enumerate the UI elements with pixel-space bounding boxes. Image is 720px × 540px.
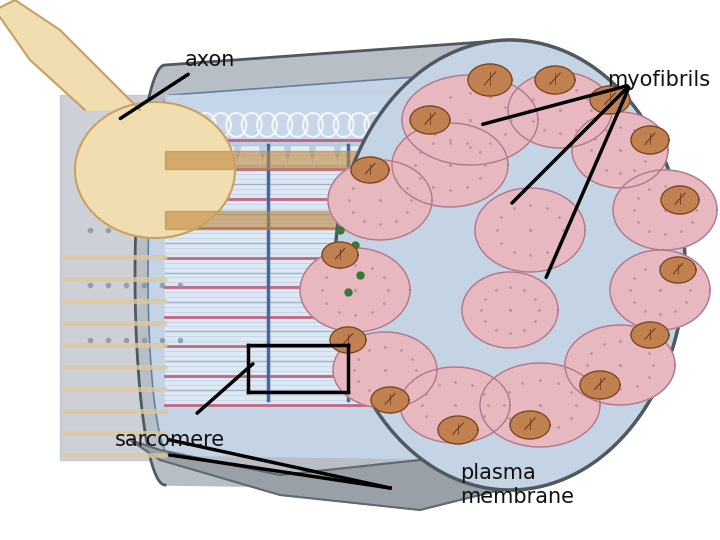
Polygon shape [328, 160, 432, 240]
Polygon shape [163, 147, 187, 164]
Polygon shape [338, 147, 362, 164]
Polygon shape [213, 147, 237, 164]
Polygon shape [610, 250, 710, 330]
Polygon shape [148, 70, 655, 460]
Polygon shape [165, 140, 420, 170]
Polygon shape [300, 248, 410, 332]
Polygon shape [322, 242, 358, 268]
Polygon shape [263, 147, 287, 164]
Polygon shape [410, 106, 450, 134]
Polygon shape [335, 40, 685, 490]
Text: sarcomere: sarcomere [115, 430, 225, 450]
Polygon shape [572, 112, 668, 188]
Polygon shape [508, 72, 612, 148]
Polygon shape [238, 147, 262, 164]
Polygon shape [475, 188, 585, 272]
Polygon shape [392, 123, 508, 207]
Polygon shape [388, 147, 412, 164]
Polygon shape [288, 147, 312, 164]
Polygon shape [510, 411, 550, 439]
Polygon shape [351, 157, 389, 183]
Polygon shape [468, 64, 512, 96]
Polygon shape [165, 140, 420, 405]
Polygon shape [0, 0, 140, 110]
Polygon shape [60, 95, 165, 460]
Polygon shape [660, 257, 696, 283]
Polygon shape [565, 325, 675, 405]
Polygon shape [480, 363, 600, 447]
Polygon shape [75, 102, 235, 238]
Polygon shape [438, 416, 478, 444]
Polygon shape [462, 272, 558, 348]
Polygon shape [402, 75, 538, 165]
Polygon shape [313, 147, 337, 164]
Polygon shape [535, 66, 575, 94]
Text: axon: axon [120, 50, 235, 118]
Polygon shape [590, 86, 630, 114]
Polygon shape [631, 126, 669, 154]
Polygon shape [130, 440, 580, 510]
Text: myofibrils: myofibrils [607, 70, 710, 90]
Polygon shape [580, 371, 620, 399]
Polygon shape [631, 322, 669, 348]
Polygon shape [165, 95, 420, 140]
Polygon shape [371, 387, 409, 413]
Polygon shape [613, 170, 717, 250]
Polygon shape [135, 40, 685, 490]
Text: plasma
membrane: plasma membrane [460, 463, 574, 507]
Polygon shape [165, 151, 420, 169]
Polygon shape [330, 327, 366, 353]
Polygon shape [363, 147, 387, 164]
Polygon shape [188, 147, 212, 164]
Polygon shape [165, 211, 420, 229]
Polygon shape [333, 332, 437, 408]
Polygon shape [400, 367, 510, 443]
Polygon shape [661, 186, 699, 214]
